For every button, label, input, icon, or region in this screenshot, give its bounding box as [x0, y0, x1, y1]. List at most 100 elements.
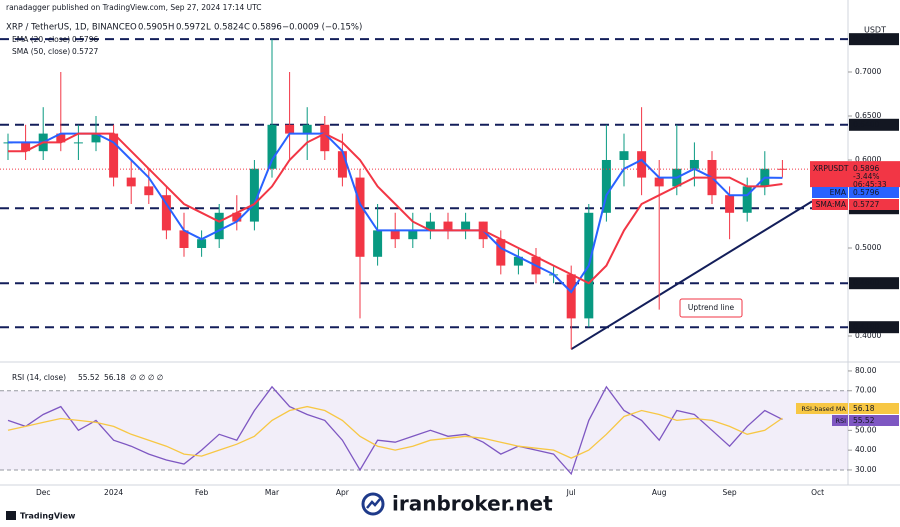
candle-body — [337, 151, 347, 178]
x-tick-label: Sep — [723, 488, 737, 497]
indicator-value: 0.5727 — [72, 47, 98, 56]
series-line — [7, 385, 783, 476]
watermark-logo-arrow — [366, 498, 381, 509]
candle-body — [619, 151, 629, 160]
x-tick-label: Oct — [811, 488, 824, 497]
series-value-box — [849, 187, 899, 198]
series-line — [8, 132, 783, 294]
level-label: 0.7373 — [853, 34, 879, 43]
series-name: SMA:MA — [816, 200, 847, 209]
candle-body — [373, 230, 383, 257]
series-name-box — [812, 187, 848, 198]
y-tick-label: 0.6500 — [855, 111, 881, 120]
rsi-title: RSI (14, close) — [12, 373, 66, 382]
candle-body — [214, 212, 224, 240]
candle-body — [73, 142, 83, 144]
rsi-header-value: 56.18 — [104, 373, 126, 382]
candle-body — [654, 177, 664, 187]
change: −0.0009 (−0.15%) — [282, 23, 362, 33]
x-tick-label: Aug — [652, 488, 667, 497]
candle-body — [232, 212, 242, 222]
y-tick-label: 0.4000 — [855, 331, 881, 340]
series-line — [8, 132, 783, 285]
ohlc-value: 0.5824 — [214, 23, 244, 33]
ohlc-label: H — [168, 23, 174, 33]
candle-body — [566, 274, 576, 319]
x-tick-label: Apr — [336, 488, 350, 497]
trend-line — [570, 200, 813, 351]
y-tick-label: 50.00 — [855, 425, 877, 434]
candle-body — [56, 133, 66, 143]
rsi-value: 55.52 — [853, 416, 875, 425]
rsi-flags: ∅ ∅ ∅ ∅ — [130, 373, 163, 382]
trend-label-box — [679, 298, 743, 318]
last-price-symbol: XRPUSDT — [813, 164, 849, 173]
candle-body — [408, 230, 418, 240]
series-value-box — [849, 199, 899, 210]
level-label-box — [849, 321, 899, 334]
candle-body — [742, 186, 752, 213]
candle-body — [425, 221, 435, 231]
indicator-name: SMA (50, close) — [12, 47, 70, 56]
rsi-value-box — [849, 415, 899, 426]
x-tick-label: Jul — [566, 488, 576, 497]
last-price-change: -3.44% — [853, 172, 880, 181]
series-line — [7, 405, 783, 459]
ohlc-value: 0.5972 — [176, 23, 206, 33]
x-tick-label: Mar — [265, 488, 280, 497]
candle-body — [126, 177, 136, 187]
level-label: 0.4100 — [853, 322, 879, 331]
candle-body — [91, 133, 101, 143]
candle-body — [689, 159, 699, 169]
y-tick-label: 0.6000 — [855, 155, 881, 164]
y-tick-label: 40.00 — [855, 445, 877, 454]
candle-body — [197, 239, 207, 248]
candle-body — [161, 195, 171, 231]
y-tick-label: 80.00 — [855, 366, 877, 375]
candle-body — [267, 124, 277, 169]
y-tick-label: 0.5000 — [855, 243, 881, 252]
x-tick-label: Feb — [195, 488, 209, 497]
x-tick-label: 2024 — [104, 488, 123, 497]
series-value: 0.5727 — [853, 200, 879, 209]
candle-body — [725, 195, 735, 213]
watermark: iranbroker.net — [392, 492, 553, 516]
level-label: 0.4600 — [853, 278, 879, 287]
rsi-name-box — [796, 403, 848, 414]
rsi-value-box — [849, 403, 899, 414]
candle-body — [637, 151, 647, 178]
trend-label: Uptrend line — [688, 303, 735, 312]
candle-body — [249, 168, 259, 222]
candle-body — [513, 256, 523, 266]
ohlc-value: 0.5896 — [252, 23, 282, 33]
candle-body — [302, 124, 312, 134]
footer: TradingView — [20, 512, 76, 521]
ohlc-value: 0.5905 — [138, 23, 168, 33]
candle-body — [443, 221, 453, 231]
series-name: EMA — [830, 188, 847, 197]
ohlc-label: O — [130, 23, 137, 33]
watermark-logo — [361, 492, 385, 516]
candle-body — [109, 133, 119, 178]
rsi-name-box — [832, 415, 848, 426]
candle-body — [285, 124, 295, 134]
y-tick-label: 70.00 — [855, 386, 877, 395]
candle-body — [320, 124, 330, 152]
indicator-value: 0.5796 — [72, 35, 98, 44]
currency: USDT — [864, 26, 886, 35]
candle-body — [496, 239, 506, 266]
x-tick-label: Dec — [36, 488, 51, 497]
series-name-box — [812, 199, 848, 210]
level-label: 0.6400 — [853, 120, 879, 129]
publisher: ranadagger published on TradingView.com,… — [6, 3, 262, 12]
rsi-header-value: 55.52 — [78, 373, 100, 382]
candle-body — [777, 168, 787, 170]
symbol: XRP / TetherUS, 1D, BINANCE — [6, 23, 130, 33]
level-label-box — [849, 118, 899, 131]
level-label-box — [849, 277, 899, 290]
indicator-name: EMA (20, close) — [12, 35, 70, 44]
last-price-value: 0.5896 — [853, 164, 879, 173]
candle-body — [179, 230, 189, 248]
